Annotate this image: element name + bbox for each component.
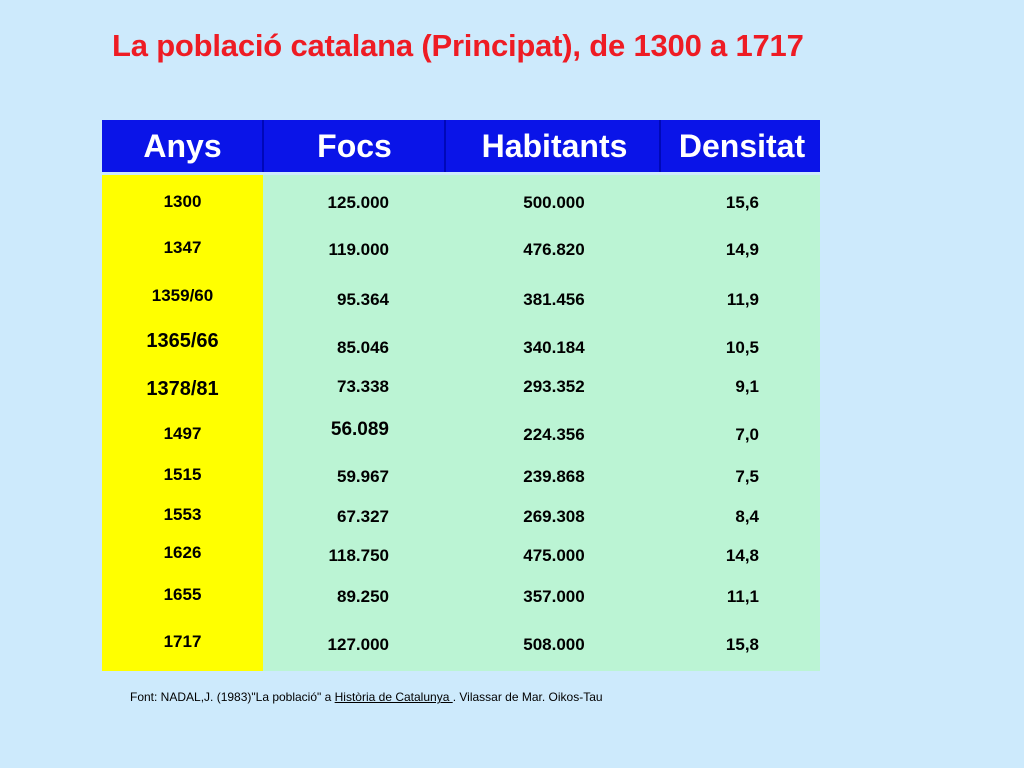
table-cell-focs: 119.000: [328, 240, 389, 259]
table-cell-habitants: 239.868: [523, 467, 585, 486]
table-cell-habitants: 500.000: [523, 193, 585, 212]
page-title: La població catalana (Principat), de 130…: [112, 28, 804, 63]
source-reference: Història de Catalunya: [334, 690, 453, 704]
table-cell-focs: 95.364: [337, 290, 389, 309]
table-cell-year: 1347: [163, 238, 202, 257]
column-header-densitat: Densitat: [678, 128, 806, 164]
table-cell-focs: 127.000: [327, 635, 389, 654]
table-cell-focs: 89.250: [337, 587, 389, 606]
source-citation: Font: NADAL,J. (1983)"La població" a His…: [130, 690, 603, 704]
table-cell-densitat: 8,4: [735, 507, 759, 526]
table-cell-focs: 73.338: [337, 377, 389, 396]
table-cell-habitants: 224.356: [523, 425, 585, 444]
data-area-background: [263, 175, 820, 671]
table-cell-densitat: 7,0: [735, 425, 759, 444]
source-suffix: . Vilassar de Mar. Oikos-Tau: [452, 690, 603, 704]
header-divider: [262, 120, 264, 172]
table-cell-densitat: 15,6: [725, 193, 759, 212]
table-cell-densitat: 11,1: [726, 587, 759, 606]
table-cell-habitants: 340.184: [523, 338, 585, 357]
source-prefix: Font: NADAL,J. (1983)"La població" a: [130, 690, 335, 704]
table-cell-densitat: 14,9: [725, 240, 759, 259]
header-divider: [659, 120, 661, 172]
table-cell-year: 1359/60: [151, 286, 214, 305]
table-cell-year: 1497: [163, 424, 202, 443]
year-column-background: [102, 175, 263, 671]
table-cell-focs: 125.000: [327, 193, 389, 212]
table-cell-year: 1378/81: [146, 378, 219, 400]
table-cell-densitat: 9,1: [735, 377, 759, 396]
table-cell-habitants: 475.000: [523, 546, 585, 565]
population-table: Anys Focs Habitants Densitat 1300 125.00…: [102, 120, 820, 671]
table-cell-habitants: 357.000: [523, 587, 585, 606]
table-cell-year: 1365/66: [146, 330, 219, 352]
table-cell-year: 1515: [163, 465, 202, 484]
table-cell-densitat: 7,5: [735, 467, 759, 486]
table-cell-habitants: 508.000: [523, 635, 585, 654]
table-cell-year: 1300: [163, 192, 202, 211]
table-cell-year: 1717: [163, 632, 202, 651]
table-cell-habitants: 476.820: [523, 240, 585, 259]
column-header-focs: Focs: [317, 128, 392, 164]
table-cell-habitants: 269.308: [523, 507, 585, 526]
table-cell-densitat: 15,8: [725, 635, 759, 654]
table-cell-focs: 56.089: [330, 419, 389, 440]
table-cell-year: 1626: [163, 543, 202, 562]
table-cell-habitants: 381.456: [523, 290, 585, 309]
table-header: Anys Focs Habitants Densitat: [102, 120, 820, 172]
column-header-habitants: Habitants: [481, 128, 628, 164]
table-cell-focs: 59.967: [337, 467, 389, 486]
column-header-anys: Anys: [143, 128, 222, 164]
table-cell-densitat: 11,9: [726, 290, 759, 309]
header-divider: [444, 120, 446, 172]
table-cell-densitat: 14,8: [725, 546, 759, 565]
table-cell-year: 1553: [163, 505, 202, 524]
table-cell-focs: 85.046: [337, 338, 389, 357]
table-cell-year: 1655: [163, 585, 202, 604]
table-cell-focs: 67.327: [337, 507, 389, 526]
table-cell-habitants: 293.352: [523, 377, 585, 396]
table-cell-focs: 118.750: [328, 546, 389, 565]
table-cell-densitat: 10,5: [725, 338, 759, 357]
